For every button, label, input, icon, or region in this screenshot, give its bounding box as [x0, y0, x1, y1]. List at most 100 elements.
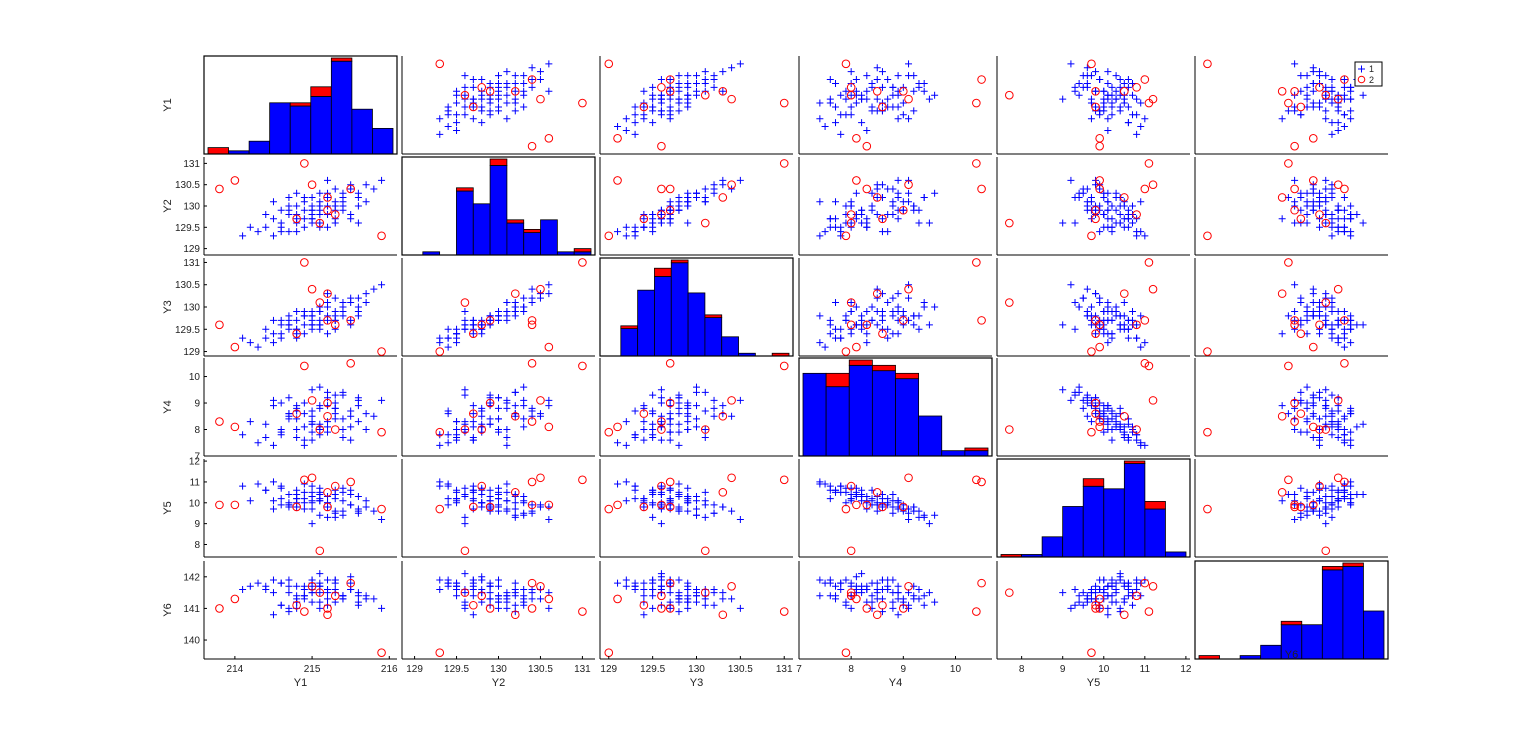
point-group1	[832, 119, 840, 127]
point-group1	[354, 202, 362, 210]
point-group1	[1303, 95, 1311, 103]
point-group1	[324, 589, 332, 597]
y-axis-label: Y5	[162, 501, 174, 514]
point-group1	[1075, 598, 1083, 606]
point-group1	[863, 126, 871, 134]
point-group2	[1277, 411, 1287, 421]
point-group1	[1067, 396, 1075, 404]
point-group1	[300, 399, 308, 407]
point-group2	[1095, 141, 1104, 151]
point-group1	[1067, 60, 1075, 68]
point-group1	[684, 202, 692, 210]
point-group1	[728, 595, 736, 603]
point-group1	[285, 582, 293, 590]
point-group1	[1328, 211, 1336, 219]
point-group1	[657, 386, 665, 394]
point-group1	[528, 595, 536, 603]
point-group1	[511, 307, 519, 315]
point-group1	[684, 410, 692, 418]
point-group1	[693, 402, 700, 410]
point-group1	[1116, 76, 1124, 84]
point-group1	[915, 79, 923, 87]
point-group2	[1284, 98, 1293, 108]
point-group1	[1100, 410, 1108, 418]
point-group1	[816, 232, 824, 240]
point-group1	[675, 507, 683, 515]
point-group1	[545, 503, 553, 511]
hist-bar-group2	[964, 447, 989, 452]
point-group2	[613, 134, 622, 143]
point-group1	[889, 576, 897, 584]
point-group1	[899, 111, 907, 119]
point-group1	[710, 501, 718, 509]
point-group1	[324, 290, 332, 298]
point-group1	[331, 316, 339, 324]
point-group1	[478, 573, 486, 581]
point-group1	[1108, 426, 1116, 434]
point-group1	[925, 520, 933, 528]
point-group1	[719, 87, 727, 95]
point-group1	[1108, 316, 1116, 324]
point-group1	[852, 490, 860, 498]
point-group2	[1132, 83, 1141, 92]
point-group1	[847, 579, 855, 587]
point-group1	[269, 576, 277, 584]
point-group2	[604, 648, 614, 657]
point-group2	[852, 500, 861, 510]
panel-Y4-Y6	[1194, 358, 1388, 457]
point-group2	[300, 361, 309, 371]
point-group2	[846, 591, 856, 601]
point-group1	[894, 589, 902, 597]
point-group2	[578, 258, 587, 267]
point-group2	[1321, 425, 1331, 434]
point-group1	[1291, 107, 1299, 115]
point-group1	[324, 316, 332, 324]
point-group1	[649, 585, 657, 593]
point-group1	[1116, 423, 1124, 431]
point-group1	[347, 490, 355, 498]
point-group1	[1092, 582, 1100, 590]
point-group1	[503, 441, 511, 449]
panel-Y5-Y2	[401, 459, 595, 558]
x-tick-label: 129.5	[444, 664, 469, 675]
panel-Y6-Y2	[401, 561, 595, 660]
point-group1	[649, 592, 657, 600]
point-group1	[1096, 294, 1104, 302]
point-group1	[931, 511, 939, 519]
point-group2	[779, 361, 789, 371]
point-group1	[894, 176, 902, 184]
point-group2	[841, 347, 851, 356]
point-group1	[1347, 215, 1355, 223]
point-group1	[736, 515, 744, 523]
point-group1	[277, 501, 285, 509]
point-group1	[370, 507, 378, 515]
point-group1	[852, 76, 860, 84]
point-group1	[285, 604, 293, 612]
point-group1	[536, 501, 544, 509]
point-group2	[460, 588, 470, 597]
point-group2	[846, 218, 856, 228]
point-group2	[315, 218, 325, 228]
point-group1	[269, 215, 277, 223]
point-group2	[1308, 176, 1318, 185]
point-group1	[701, 426, 709, 434]
point-group2	[972, 98, 981, 108]
point-group1	[1284, 107, 1292, 115]
y-tick-label: 129.5	[175, 223, 200, 234]
point-group2	[899, 502, 908, 512]
point-group1	[640, 495, 648, 503]
point-group1	[1112, 193, 1120, 201]
point-group1	[1334, 119, 1342, 127]
point-group1	[1334, 334, 1342, 342]
point-group1	[277, 330, 285, 338]
point-group1	[347, 436, 355, 444]
y-tick-label: 142	[183, 572, 200, 583]
point-group1	[899, 312, 907, 320]
point-group1	[478, 119, 486, 127]
panel-Y6-Y4	[798, 561, 992, 660]
point-group2	[878, 102, 887, 112]
point-group2	[469, 102, 478, 112]
point-group1	[736, 60, 744, 68]
point-group2	[841, 59, 851, 69]
